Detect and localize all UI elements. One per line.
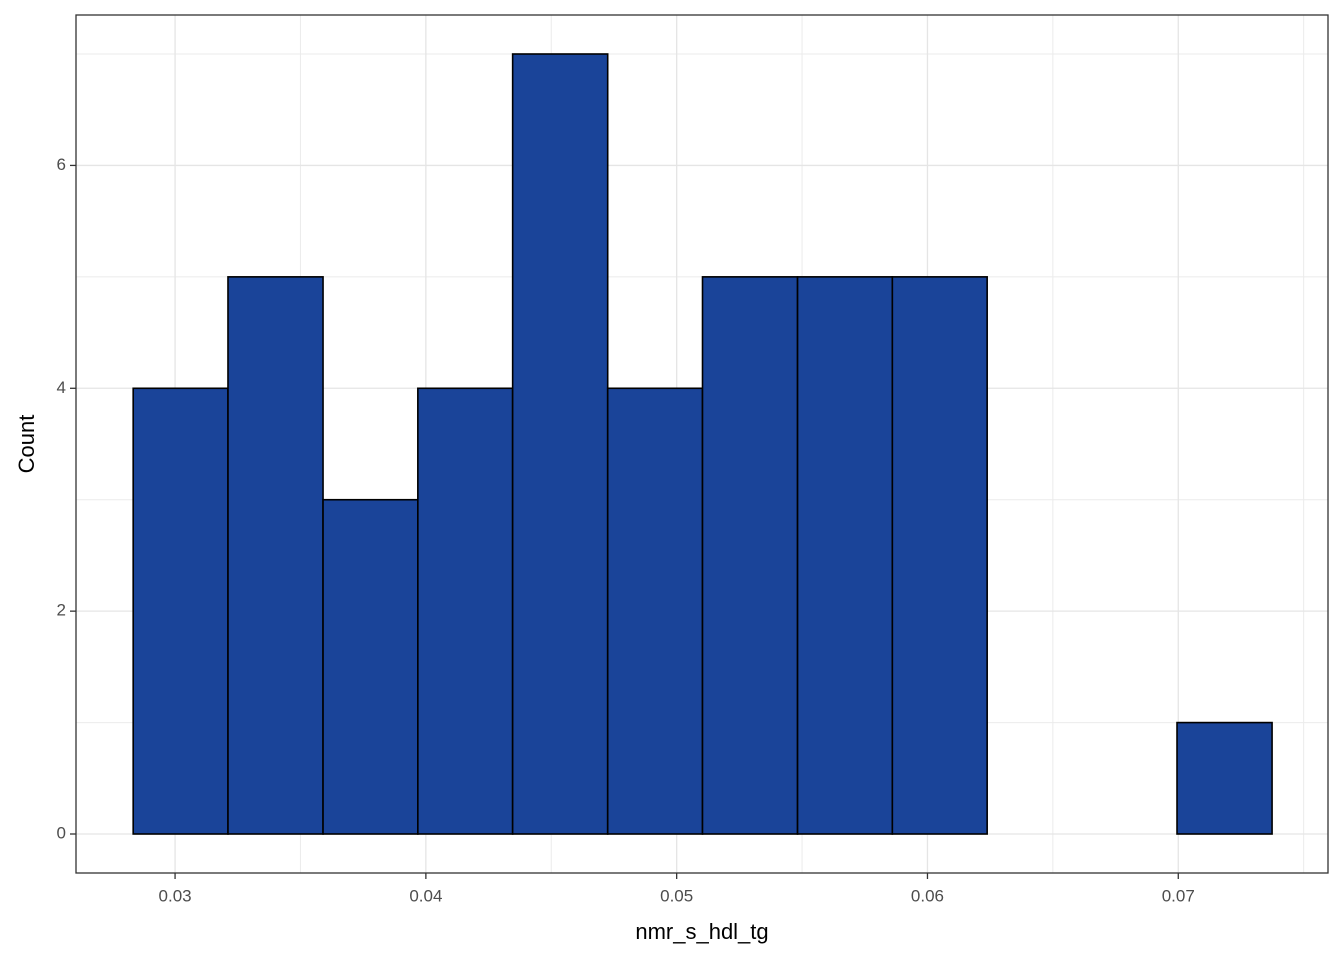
x-tick-label: 0.04 (409, 886, 442, 905)
bar (891, 276, 988, 835)
x-axis-title: nmr_s_hdl_tg (635, 919, 768, 944)
bar (511, 53, 609, 835)
bar (322, 498, 419, 835)
bar (701, 276, 799, 835)
bar (796, 276, 894, 835)
x-tick-label: 0.05 (660, 886, 693, 905)
bar (417, 387, 514, 835)
bar (606, 387, 704, 835)
bar (1176, 721, 1273, 835)
bar (132, 387, 229, 835)
x-tick-label: 0.06 (911, 886, 944, 905)
y-tick-label: 4 (57, 378, 66, 397)
y-axis-title: Count (14, 415, 39, 474)
y-tick-label: 6 (57, 155, 66, 174)
bar (227, 276, 324, 835)
panel-border (75, 14, 1329, 874)
y-tick-label: 2 (57, 601, 66, 620)
x-tick-label: 0.03 (159, 886, 192, 905)
x-tick-label: 0.07 (1162, 886, 1195, 905)
y-tick-label: 0 (57, 823, 66, 842)
